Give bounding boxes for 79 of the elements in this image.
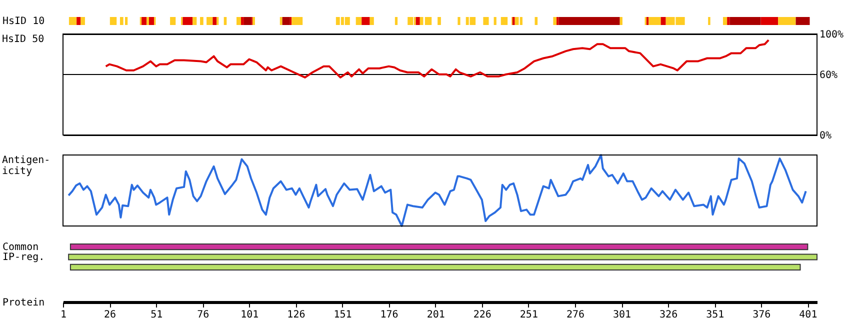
x-tick-label: 226 xyxy=(473,310,492,320)
bar xyxy=(282,17,290,25)
bar xyxy=(483,17,489,25)
bar xyxy=(438,17,441,25)
bar xyxy=(514,17,519,25)
bar xyxy=(224,17,227,25)
x-tick-label: 51 xyxy=(150,310,163,320)
bar xyxy=(416,17,420,25)
x-tick-label: 126 xyxy=(287,310,306,320)
bar xyxy=(760,17,778,25)
x-tick-label: 276 xyxy=(566,310,585,320)
x-tick-label: 376 xyxy=(752,310,771,320)
bar xyxy=(192,17,197,25)
bar xyxy=(206,17,213,25)
x-tick-label: 401 xyxy=(799,310,818,320)
y-tick-label: 100% xyxy=(820,30,844,40)
bar xyxy=(722,17,728,25)
bar xyxy=(344,17,350,25)
line-series xyxy=(104,39,770,78)
bar xyxy=(362,17,370,25)
bar xyxy=(280,17,282,25)
bar xyxy=(212,17,217,25)
bar xyxy=(620,17,622,25)
y-axis-title: HsID 50 xyxy=(2,34,44,45)
bar xyxy=(142,17,147,25)
bar xyxy=(730,17,761,25)
x-axis-title: Protein xyxy=(2,298,45,308)
x-tick-label: 1 xyxy=(60,310,67,320)
bar xyxy=(458,17,460,25)
bar xyxy=(80,17,85,25)
x-tick-label: 26 xyxy=(104,310,116,320)
bar xyxy=(244,17,252,25)
x-tick-label: 101 xyxy=(240,310,259,320)
bar xyxy=(648,17,661,25)
bar xyxy=(558,17,620,25)
bar xyxy=(370,17,374,25)
bar xyxy=(796,17,810,25)
bar xyxy=(778,17,796,25)
y-tick-label: 0% xyxy=(820,130,832,142)
x-tick-label: 151 xyxy=(334,310,352,320)
bar xyxy=(76,17,81,25)
x-tick-label: 201 xyxy=(426,310,445,320)
y-tick-label: HsID 10 xyxy=(2,16,45,27)
bar xyxy=(240,17,244,25)
bar xyxy=(727,17,730,25)
bar xyxy=(394,17,398,25)
bar xyxy=(120,17,124,25)
y-tick-label: Common xyxy=(2,242,39,253)
bar xyxy=(534,17,538,25)
bar xyxy=(500,17,508,25)
bar xyxy=(470,17,476,25)
bar xyxy=(494,17,496,25)
x-tick-label: 301 xyxy=(612,310,632,320)
bar xyxy=(336,17,340,25)
bar xyxy=(236,17,241,25)
bar xyxy=(424,17,432,25)
bar xyxy=(68,17,77,25)
bar xyxy=(170,17,176,25)
bar xyxy=(182,17,193,25)
x-tick-label: 326 xyxy=(660,310,678,320)
bar xyxy=(646,17,649,25)
bar xyxy=(420,17,424,25)
x-tick-label: 251 xyxy=(520,310,538,320)
bar xyxy=(356,17,362,25)
bar xyxy=(553,17,557,25)
x-tick-label: 351 xyxy=(706,310,724,320)
bar xyxy=(149,17,154,25)
bar xyxy=(146,17,150,25)
bar xyxy=(200,17,204,25)
bar xyxy=(660,17,666,25)
bar xyxy=(408,17,414,25)
x-tick-label: 76 xyxy=(197,310,210,320)
y-axis-title: Antigen- icity xyxy=(2,155,50,177)
y-tick-label: 60% xyxy=(820,70,838,81)
bar xyxy=(512,17,515,25)
bar xyxy=(110,17,117,25)
bar xyxy=(292,17,303,25)
y-tick-label: IP-reg. xyxy=(2,252,45,263)
x-tick-label: 176 xyxy=(380,310,398,320)
